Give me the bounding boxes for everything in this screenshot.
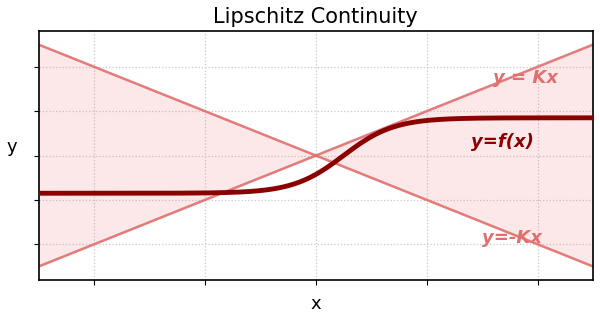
Title: Lipschitz Continuity: Lipschitz Continuity [214,7,418,27]
Text: y = Kx: y = Kx [493,69,558,87]
Y-axis label: y: y [7,138,17,156]
Text: y=-Kx: y=-Kx [482,228,542,247]
X-axis label: x: x [311,295,321,313]
Text: y=f(x): y=f(x) [471,133,534,151]
